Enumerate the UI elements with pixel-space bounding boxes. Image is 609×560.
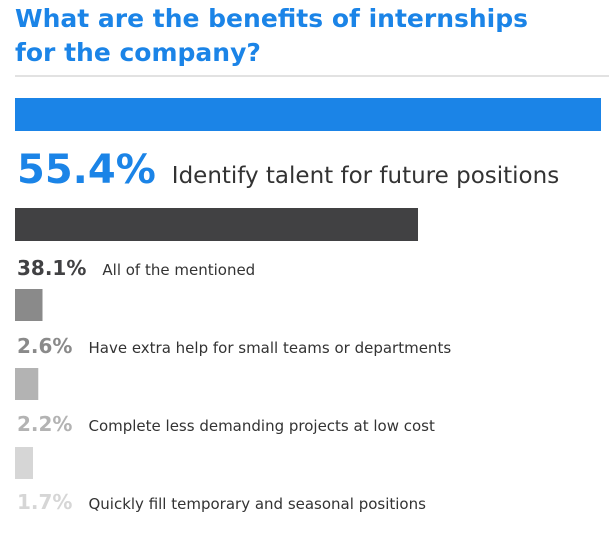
value-label: 2.6% — [17, 334, 72, 358]
value-label: 38.1% — [17, 256, 86, 280]
title-rule — [15, 75, 609, 77]
bar — [15, 98, 601, 131]
chart-title: What are the benefits of internships for… — [15, 4, 529, 67]
bar — [15, 208, 419, 241]
category-label: Identify talent for future positions — [172, 163, 559, 189]
category-label: Complete less demanding projects at low … — [88, 417, 435, 435]
value-label: 1.7% — [17, 490, 72, 514]
category-label: Quickly fill temporary and seasonal posi… — [88, 495, 426, 513]
bar — [15, 447, 33, 479]
value-label: 55.4% — [17, 147, 156, 193]
category-label: All of the mentioned — [102, 261, 255, 279]
bar — [15, 368, 39, 400]
bar — [15, 289, 43, 321]
category-label: Have extra help for small teams or depar… — [88, 339, 451, 357]
value-label: 2.2% — [17, 412, 72, 436]
